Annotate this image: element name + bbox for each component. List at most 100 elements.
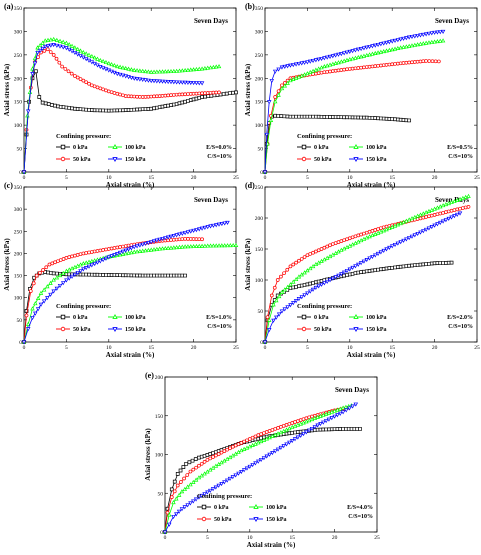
data-point: [31, 281, 36, 286]
data-point: [389, 47, 395, 52]
data-point: [322, 56, 327, 61]
data-point: [165, 245, 171, 250]
data-point: [106, 68, 112, 73]
data-point: [333, 53, 338, 58]
data-point: [131, 249, 137, 254]
data-point: [295, 422, 301, 427]
x-tick-label: 20: [432, 175, 438, 181]
data-point: [241, 446, 247, 451]
y-tick-label: 50: [258, 147, 264, 153]
data-point: [247, 444, 253, 449]
data-point: [225, 220, 230, 225]
data-point: [370, 44, 375, 49]
data-point: [202, 453, 207, 458]
data-point: [378, 229, 384, 234]
data-point: [275, 431, 281, 436]
data-point: [304, 430, 309, 435]
data-point: [178, 468, 183, 473]
data-point: [305, 71, 310, 76]
data-point: [163, 79, 168, 84]
data-point: [222, 243, 227, 248]
data-point: [208, 65, 213, 70]
data-point: [66, 276, 72, 281]
y-tick-label: 300: [14, 29, 23, 35]
x-tick-label: 25: [474, 345, 480, 351]
data-point: [30, 316, 35, 321]
data-point: [293, 62, 299, 67]
data-point: [208, 243, 213, 248]
data-point: [282, 271, 286, 275]
legend-marker: [353, 327, 359, 332]
data-point: [197, 455, 201, 460]
x-tick-label: 15: [148, 345, 154, 351]
data-point: [202, 225, 208, 230]
data-point: [324, 279, 330, 284]
data-point: [166, 512, 172, 517]
data-point: [109, 62, 114, 67]
legend-marker: [112, 327, 118, 332]
y-tick-label: 50: [17, 318, 23, 324]
data-point: [341, 246, 347, 251]
data-point: [180, 68, 185, 73]
data-point: [378, 250, 384, 255]
data-point: [272, 285, 277, 290]
data-point: [319, 56, 324, 62]
data-point: [75, 271, 80, 276]
data-point: [332, 414, 337, 419]
data-point: [387, 40, 392, 45]
data-point: [209, 93, 214, 98]
data-point: [276, 67, 281, 72]
data-point: [210, 487, 216, 492]
data-point: [367, 234, 372, 239]
data-point: [261, 456, 267, 461]
data-point: [213, 223, 219, 228]
data-point: [389, 224, 395, 229]
series-150-kpa: [262, 211, 463, 345]
data-point: [404, 44, 409, 49]
legend-entry: 150 kPa: [108, 327, 146, 333]
data-point: [112, 63, 117, 68]
data-point: [38, 290, 44, 295]
data-point: [281, 428, 286, 433]
data-point: [313, 67, 319, 72]
data-point: [211, 455, 215, 459]
ratio-label: E/S=0.5%: [447, 145, 473, 151]
data-point: [207, 488, 213, 493]
data-point: [224, 91, 229, 96]
data-point: [267, 452, 272, 457]
series-50-kpa: [163, 406, 350, 534]
data-point: [269, 79, 275, 84]
data-point: [291, 301, 296, 306]
data-point: [404, 218, 409, 223]
legend-entry: 0 kPa: [297, 144, 329, 151]
data-point: [199, 66, 205, 71]
data-point: [86, 264, 92, 269]
series-50-kpa: [263, 205, 471, 344]
data-point: [166, 103, 171, 108]
data-point: [339, 52, 344, 57]
data-point: [436, 59, 441, 64]
data-point: [160, 236, 165, 242]
data-point: [285, 267, 290, 272]
data-point: [426, 40, 432, 45]
data-point: [265, 141, 270, 146]
data-point: [318, 422, 323, 427]
data-point: [176, 509, 182, 514]
data-point: [181, 465, 186, 470]
data-point: [265, 315, 270, 319]
legend-marker: [201, 516, 207, 522]
x-tick-label: 25: [374, 535, 380, 541]
data-point: [288, 282, 293, 287]
data-point: [205, 453, 210, 457]
data-point: [191, 81, 196, 86]
data-point: [353, 240, 358, 245]
y-tick-label: 250: [255, 53, 264, 59]
data-point: [200, 95, 204, 99]
data-point: [143, 78, 148, 83]
data-point: [213, 243, 219, 248]
data-point: [339, 272, 344, 277]
data-point: [296, 297, 302, 302]
data-point: [41, 287, 47, 292]
data-point: [168, 68, 174, 74]
